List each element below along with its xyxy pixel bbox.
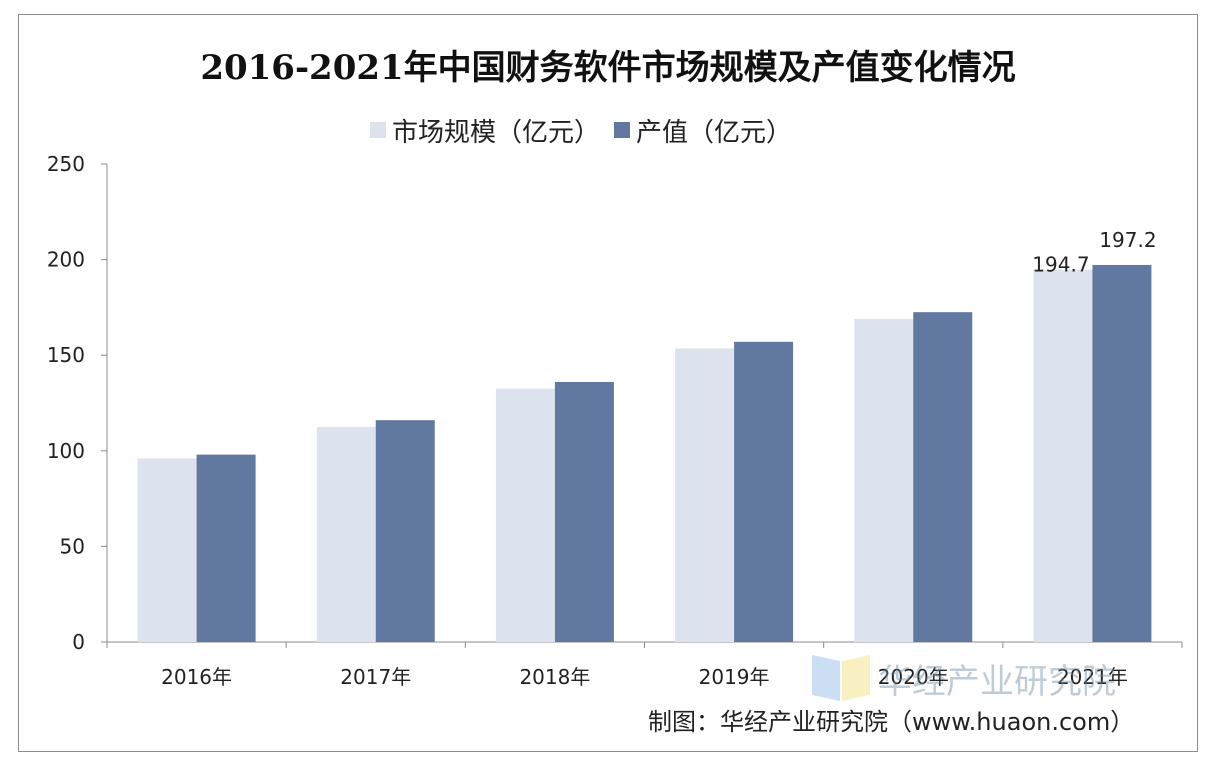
bar-output-value [196, 454, 256, 642]
bars [137, 264, 1152, 642]
data-labels: 194.7 197.2 [1032, 228, 1156, 277]
y-tick-label: 0 [72, 630, 85, 654]
y-tick-label: 100 [47, 439, 85, 463]
x-tick-label: 2019年 [699, 665, 770, 689]
bar-output-value [1092, 264, 1152, 642]
bar-output-value [375, 420, 435, 642]
chart-title: 2016-2021年中国财务软件市场规模及产值变化情况 [200, 48, 1016, 88]
bar-market-size [1033, 269, 1093, 642]
y-axis: 0 50 100 150 200 250 [47, 152, 108, 654]
legend-item-market-size: 市场规模（亿元） [370, 112, 600, 149]
bar-market-size [137, 458, 197, 642]
y-tick-label: 250 [47, 152, 85, 176]
x-tick-label: 2016年 [161, 665, 232, 689]
data-label: 194.7 [1032, 253, 1089, 277]
bar-output-value [913, 312, 973, 642]
watermark-text: 华经产业研究院 [878, 661, 1116, 702]
bar-market-size [675, 348, 735, 642]
legend-label-market-size: 市场规模（亿元） [392, 117, 601, 148]
bar-output-value [734, 341, 794, 642]
y-tick-label: 200 [47, 248, 85, 272]
bar-market-size [495, 388, 555, 642]
x-axis: 2016年 2017年 2018年 2019年 2020年 2021年 [106, 641, 1183, 689]
x-tick-label: 2020年 [878, 665, 949, 689]
legend-label-output-value: 产值（亿元） [636, 117, 793, 148]
data-label: 197.2 [1099, 228, 1156, 252]
bar-output-value [554, 381, 614, 642]
y-tick-label: 50 [60, 534, 85, 558]
legend-swatch-market-size [370, 122, 386, 138]
x-tick-label: 2018年 [519, 665, 590, 689]
bar-market-size [854, 318, 914, 642]
watermark-logo-icon [812, 655, 872, 701]
chart-legend: 市场规模（亿元） 产值（亿元） [370, 110, 792, 150]
bar-market-size [316, 426, 376, 642]
y-tick-label: 150 [47, 343, 85, 367]
x-tick-label: 2017年 [340, 665, 411, 689]
x-tick-label: 2021年 [1057, 665, 1128, 689]
watermark: 华经产业研究院 [812, 655, 1182, 702]
source-note: 制图：华经产业研究院（www.huaon.com） [648, 708, 1135, 736]
legend-item-output-value: 产值（亿元） [614, 112, 792, 149]
legend-swatch-output-value [614, 122, 631, 138]
